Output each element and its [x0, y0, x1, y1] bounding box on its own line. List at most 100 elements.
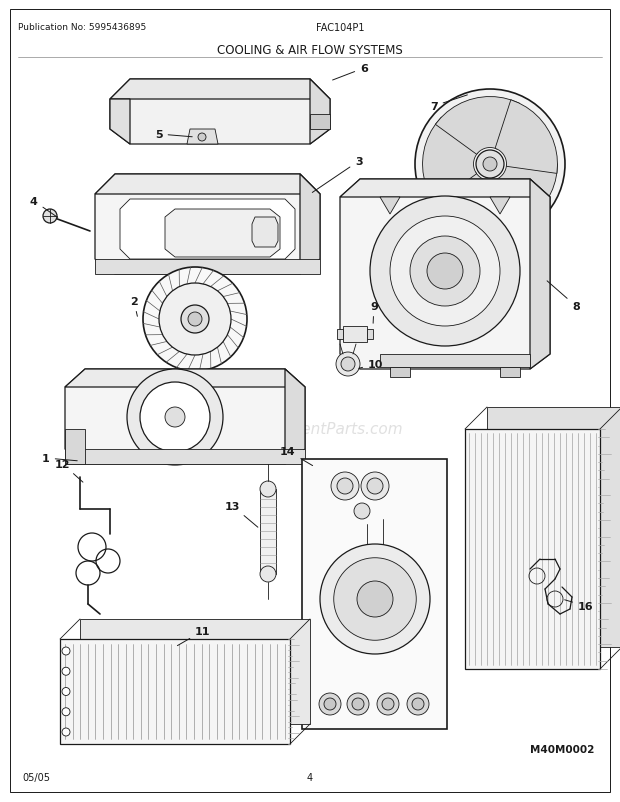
Polygon shape — [110, 80, 330, 100]
Text: FAC104P1: FAC104P1 — [316, 23, 365, 33]
Polygon shape — [310, 115, 330, 130]
Bar — [302, 460, 447, 729]
Text: 3: 3 — [312, 157, 363, 193]
Text: eReplacementParts.com: eReplacementParts.com — [216, 422, 404, 437]
Polygon shape — [367, 330, 373, 339]
Polygon shape — [380, 198, 400, 215]
Circle shape — [412, 698, 424, 710]
Text: 2: 2 — [130, 297, 138, 317]
Polygon shape — [95, 260, 320, 274]
Text: 4: 4 — [30, 196, 58, 218]
Text: 05/05: 05/05 — [22, 772, 50, 782]
Circle shape — [319, 693, 341, 715]
Text: 4: 4 — [307, 772, 313, 782]
Text: 12: 12 — [55, 460, 83, 483]
Polygon shape — [110, 100, 130, 145]
Circle shape — [370, 196, 520, 346]
Circle shape — [62, 728, 70, 736]
Circle shape — [354, 504, 370, 520]
Circle shape — [352, 698, 364, 710]
Polygon shape — [530, 180, 550, 370]
Circle shape — [337, 479, 353, 494]
Polygon shape — [310, 80, 330, 145]
Polygon shape — [500, 367, 520, 378]
Text: 5: 5 — [155, 130, 192, 140]
Polygon shape — [95, 175, 320, 274]
Circle shape — [367, 479, 383, 494]
Circle shape — [407, 693, 429, 715]
Circle shape — [140, 383, 210, 452]
Bar — [60, 639, 290, 744]
Polygon shape — [300, 175, 320, 274]
Circle shape — [188, 313, 202, 326]
Polygon shape — [285, 370, 305, 464]
Circle shape — [62, 667, 70, 675]
Polygon shape — [495, 101, 557, 174]
Polygon shape — [340, 180, 550, 198]
Circle shape — [410, 237, 480, 306]
Circle shape — [415, 90, 565, 240]
Circle shape — [198, 134, 206, 142]
Bar — [465, 429, 600, 669]
Polygon shape — [490, 198, 510, 215]
Polygon shape — [493, 164, 557, 231]
Circle shape — [427, 253, 463, 290]
Circle shape — [43, 210, 57, 224]
Circle shape — [165, 407, 185, 427]
Polygon shape — [252, 217, 278, 248]
Circle shape — [159, 284, 231, 355]
Circle shape — [390, 217, 500, 326]
Text: 16: 16 — [565, 600, 593, 611]
Polygon shape — [260, 489, 276, 574]
Circle shape — [62, 708, 70, 716]
Polygon shape — [435, 98, 520, 155]
Polygon shape — [65, 449, 305, 464]
Circle shape — [361, 472, 389, 500]
Circle shape — [347, 693, 369, 715]
Polygon shape — [95, 175, 320, 195]
Polygon shape — [110, 80, 330, 145]
Polygon shape — [380, 354, 530, 367]
Circle shape — [476, 151, 504, 179]
Circle shape — [127, 370, 223, 465]
Circle shape — [260, 566, 276, 582]
Text: Publication No: 5995436895: Publication No: 5995436895 — [18, 23, 146, 32]
Circle shape — [382, 698, 394, 710]
Text: 9: 9 — [370, 302, 378, 324]
Circle shape — [260, 481, 276, 497]
Polygon shape — [422, 118, 478, 205]
Text: M40M0002: M40M0002 — [530, 744, 595, 754]
Polygon shape — [343, 326, 367, 342]
Polygon shape — [80, 619, 310, 724]
Polygon shape — [65, 370, 305, 387]
Polygon shape — [337, 330, 343, 339]
Circle shape — [336, 353, 360, 376]
Text: 11: 11 — [177, 626, 211, 646]
Circle shape — [181, 306, 209, 334]
Circle shape — [377, 693, 399, 715]
Polygon shape — [340, 180, 550, 370]
Text: 14: 14 — [280, 447, 312, 466]
Polygon shape — [65, 370, 305, 464]
Polygon shape — [187, 130, 218, 145]
Circle shape — [483, 158, 497, 172]
Polygon shape — [487, 407, 620, 647]
Polygon shape — [165, 210, 280, 257]
Text: 8: 8 — [547, 282, 580, 312]
Text: COOLING & AIR FLOW SYSTEMS: COOLING & AIR FLOW SYSTEMS — [217, 43, 403, 56]
Text: 13: 13 — [225, 501, 258, 528]
Text: 6: 6 — [332, 64, 368, 81]
Circle shape — [341, 358, 355, 371]
Text: 15: 15 — [0, 801, 1, 802]
Text: 10: 10 — [359, 359, 383, 370]
Circle shape — [62, 647, 70, 655]
Circle shape — [143, 268, 247, 371]
Polygon shape — [390, 367, 410, 378]
Circle shape — [334, 558, 416, 641]
Circle shape — [331, 472, 359, 500]
Polygon shape — [65, 429, 85, 464]
Text: 7: 7 — [430, 95, 467, 111]
Circle shape — [357, 581, 393, 618]
Polygon shape — [430, 172, 511, 232]
Text: 1: 1 — [42, 453, 78, 464]
